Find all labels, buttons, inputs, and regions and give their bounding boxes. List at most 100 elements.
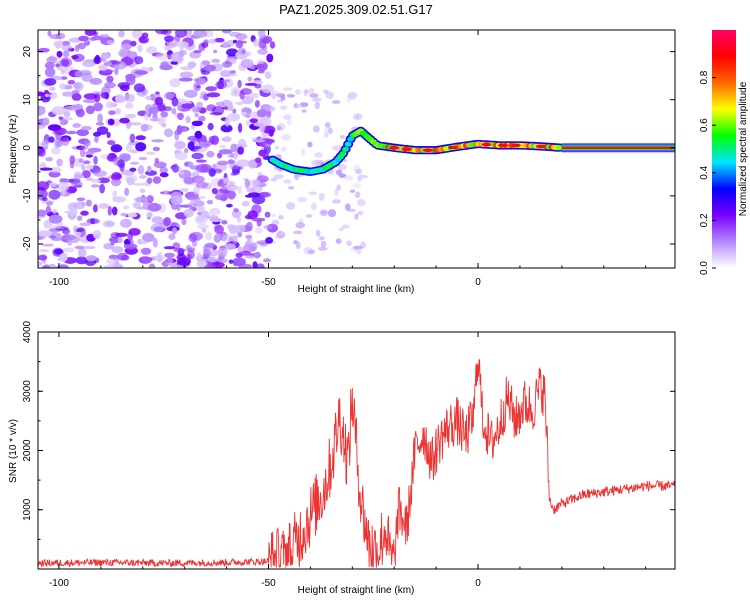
noise-blob [144, 111, 149, 122]
noise-blob [123, 243, 138, 250]
y-tick-label: -10 [22, 188, 33, 203]
noise-blob [244, 82, 258, 86]
noise-blob [191, 152, 204, 160]
noise-blob [219, 144, 227, 149]
noise-blob [171, 96, 179, 107]
noise-blob [235, 101, 245, 106]
noise-blob [110, 240, 115, 246]
noise-blob [226, 185, 239, 192]
y-tick-label: 0 [22, 145, 33, 151]
noise-blob [74, 70, 83, 78]
noise-blob [164, 252, 176, 258]
noise-blob [45, 157, 54, 162]
noise-blob [129, 161, 140, 165]
noise-blob [198, 78, 206, 85]
noise-blob [236, 159, 251, 167]
colorbar-ticks: 0.0 0.2 0.4 0.6 0.8 [699, 70, 716, 275]
noise-blob [271, 213, 277, 218]
noise-blob [177, 41, 189, 49]
noise-blob [39, 167, 53, 171]
noise-blob [117, 252, 128, 261]
noise-blob [214, 168, 223, 174]
noise-blob [263, 224, 273, 230]
noise-blob [93, 31, 99, 37]
noise-blob [238, 47, 246, 55]
x-tick-label: 0 [475, 578, 481, 589]
noise-blob [276, 123, 286, 131]
noise-blob [90, 184, 100, 188]
noise-blob [115, 232, 128, 237]
noise-blob [117, 159, 126, 168]
noise-blob [310, 202, 317, 211]
noise-blob [48, 214, 63, 224]
noise-blob [95, 121, 105, 126]
noise-blob [247, 76, 253, 82]
spectrogram-y-ticks: 20 10 0 -10 -20 [22, 46, 675, 269]
noise-blob [66, 130, 77, 135]
noise-blob [241, 200, 250, 207]
noise-blob [157, 104, 167, 112]
noise-blob [231, 86, 241, 94]
noise-blob [178, 50, 185, 58]
noise-blob [305, 214, 313, 218]
noise-blob [137, 165, 145, 175]
noise-blob [81, 164, 86, 171]
noise-blob [135, 196, 149, 203]
noise-blob [196, 252, 202, 260]
noise-blob [89, 77, 103, 85]
spectrogram-panel: -100 -50 0 20 10 0 -10 -20 Height of straight … [8, 29, 676, 295]
noise-blob [128, 122, 142, 126]
track-hotspot [535, 144, 546, 149]
colorbar-tick-label: 0.8 [699, 70, 710, 84]
noise-blob [293, 230, 303, 235]
noise-blob [106, 258, 118, 265]
noise-blob [231, 234, 238, 244]
noise-blob [272, 176, 278, 182]
noise-blob [228, 259, 234, 264]
noise-blob [46, 56, 58, 64]
noise-blob [43, 219, 53, 229]
noise-blob [206, 150, 215, 158]
noise-blob [185, 116, 191, 124]
noise-blob [78, 35, 89, 42]
noise-blob [258, 149, 267, 157]
noise-blob [205, 86, 217, 92]
noise-blob [211, 187, 218, 195]
noise-blob [93, 155, 98, 165]
noise-blob [102, 40, 108, 45]
noise-blob [203, 64, 216, 72]
noise-blob [124, 187, 130, 196]
noise-blob [85, 150, 95, 155]
noise-blob [217, 160, 229, 166]
noise-blob [265, 237, 274, 244]
noise-blob [155, 30, 169, 35]
noise-blob [63, 84, 73, 90]
noise-blob [235, 40, 244, 49]
noise-blob [240, 111, 248, 116]
noise-blob [193, 50, 202, 54]
noise-blob [194, 112, 200, 118]
noise-blob [271, 219, 280, 226]
noise-blob [264, 211, 271, 218]
noise-blob [159, 172, 169, 178]
noise-blob [61, 44, 73, 51]
noise-blob [105, 40, 115, 45]
noise-blob [164, 35, 174, 43]
noise-blob [280, 146, 287, 152]
noise-blob [235, 252, 243, 258]
noise-blob [255, 157, 262, 164]
snr-y-label: SNR (10 * v/v) [8, 419, 19, 483]
noise-blob [198, 115, 206, 122]
noise-blob [81, 126, 92, 131]
noise-blob [140, 247, 152, 255]
noise-blob [50, 225, 62, 230]
noise-blob [63, 116, 73, 121]
noise-blob [227, 103, 234, 112]
noise-blob [152, 146, 160, 152]
noise-blob [220, 124, 233, 133]
noise-blob [38, 261, 43, 267]
noise-blob [63, 50, 70, 57]
noise-blob [340, 135, 345, 139]
noise-blob [207, 122, 214, 131]
noise-blob [47, 30, 52, 37]
